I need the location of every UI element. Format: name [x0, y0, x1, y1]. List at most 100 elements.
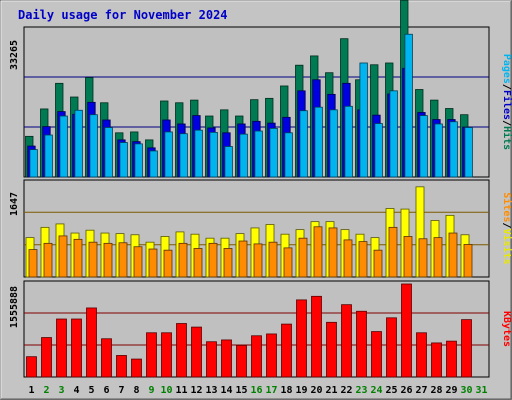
x-tick-label: 1 — [28, 385, 34, 396]
bars-visits-sites — [25, 186, 473, 278]
bar-pages-day-18 — [284, 132, 293, 178]
x-tick-label: 11 — [175, 385, 187, 396]
bar-pages-day-9 — [149, 150, 158, 178]
bar-pages-day-6 — [104, 127, 113, 178]
bar-pages-day-17 — [269, 127, 278, 178]
bar-sites-day-12 — [193, 248, 203, 278]
x-tick-label: 3 — [58, 385, 64, 396]
bar-pages-day-13 — [209, 131, 218, 178]
bar-sites-day-17 — [268, 241, 278, 278]
x-tick-label: 6 — [103, 385, 109, 396]
x-tick-label: 30 — [460, 385, 472, 396]
bar-kbytes-day-4 — [71, 318, 82, 378]
panel-visits-sites: 1647 Sites/Visits — [9, 179, 512, 278]
bar-sites-day-24 — [373, 249, 383, 278]
x-tick-label: 5 — [88, 385, 94, 396]
x-tick-label: 23 — [355, 385, 367, 396]
x-tick-label: 13 — [205, 385, 217, 396]
bar-kbytes-day-29 — [446, 340, 457, 378]
bar-kbytes-day-3 — [56, 318, 67, 378]
bar-pages-day-29 — [449, 121, 458, 178]
x-tick-label: 27 — [415, 385, 427, 396]
bar-pages-day-3 — [59, 115, 68, 178]
bar-kbytes-day-11 — [176, 323, 187, 378]
x-tick-label: 18 — [280, 385, 292, 396]
bar-pages-day-22 — [344, 105, 353, 178]
legend-item-files: Files — [501, 90, 512, 120]
bar-kbytes-day-26 — [401, 283, 412, 378]
bar-sites-day-21 — [328, 227, 338, 278]
bar-kbytes-day-15 — [236, 344, 247, 378]
legend-separator: / — [501, 84, 512, 90]
legend-item-kbytes: KBytes — [501, 311, 512, 347]
legend-item-pages: Pages — [501, 54, 512, 84]
bar-sites-day-18 — [283, 247, 293, 278]
bar-pages-day-30 — [464, 127, 473, 178]
x-tick-label: 16 — [250, 385, 262, 396]
bar-sites-day-5 — [88, 241, 98, 278]
bar-sites-day-26 — [403, 236, 413, 278]
bar-sites-day-4 — [73, 238, 83, 278]
legend-text: Sites/Visits — [501, 192, 512, 264]
bar-sites-day-27 — [418, 238, 428, 278]
legend-item-sites: Sites — [501, 192, 512, 222]
bar-kbytes-day-28 — [431, 342, 442, 378]
panel-hits-files-pages: 33265 Pages/Files/Hits — [9, 0, 512, 178]
bar-pages-day-23 — [359, 62, 368, 178]
y-max-label: 1555888 — [9, 286, 20, 328]
x-tick-label: 12 — [190, 385, 202, 396]
bar-sites-day-7 — [118, 242, 128, 278]
bar-sites-day-20 — [313, 226, 323, 278]
bar-pages-day-21 — [329, 109, 338, 178]
bar-kbytes-day-7 — [116, 355, 127, 378]
x-tick-label: 25 — [385, 385, 397, 396]
x-tick-label: 26 — [400, 385, 412, 396]
bars-hits-files-pages — [25, 0, 473, 178]
bar-sites-day-14 — [223, 248, 233, 278]
bar-kbytes-day-2 — [41, 337, 52, 378]
bar-pages-day-24 — [374, 123, 383, 178]
bar-sites-day-10 — [163, 249, 173, 278]
bar-pages-day-16 — [254, 130, 263, 178]
x-tick-label: 4 — [73, 385, 79, 396]
bar-sites-day-19 — [298, 237, 308, 278]
legend-visits-sites: Sites/Visits — [501, 192, 512, 264]
bar-pages-day-4 — [74, 109, 83, 178]
bar-pages-day-20 — [314, 106, 323, 178]
bar-sites-day-29 — [448, 232, 458, 278]
y-max-label: 33265 — [9, 40, 20, 70]
bar-kbytes-day-19 — [296, 299, 307, 378]
x-tick-label: 17 — [265, 385, 277, 396]
bar-pages-day-1 — [29, 149, 38, 178]
bar-pages-day-14 — [224, 146, 233, 178]
x-tick-label: 14 — [220, 385, 232, 396]
bar-pages-day-15 — [239, 133, 248, 178]
bar-pages-day-26 — [404, 33, 413, 178]
bar-sites-day-22 — [343, 239, 353, 278]
x-tick-label: 29 — [445, 385, 457, 396]
panel-kbytes: 1555888 KBytes — [9, 280, 512, 378]
bar-kbytes-day-5 — [86, 307, 97, 378]
x-tick-label: 2 — [43, 385, 49, 396]
legend-text: KBytes — [501, 311, 512, 347]
bar-sites-day-11 — [178, 242, 188, 278]
x-tick-label: 24 — [370, 385, 382, 396]
x-tick-label: 9 — [148, 385, 154, 396]
bar-pages-day-5 — [89, 114, 98, 178]
x-tick-label: 19 — [295, 385, 307, 396]
bar-kbytes-day-23 — [356, 310, 367, 378]
bar-kbytes-day-1 — [26, 356, 37, 378]
legend-separator: / — [501, 222, 512, 228]
x-tick-label: 20 — [310, 385, 322, 396]
legend-separator: / — [501, 120, 512, 126]
bar-kbytes-day-17 — [266, 333, 277, 378]
bar-sites-day-13 — [208, 242, 218, 278]
legend-hits-files-pages: Pages/Files/Hits — [501, 54, 512, 150]
bar-kbytes-day-8 — [131, 358, 142, 378]
bar-sites-day-16 — [253, 243, 263, 278]
bar-sites-day-30 — [463, 244, 473, 278]
bar-sites-day-23 — [358, 241, 368, 278]
bar-sites-day-1 — [28, 249, 38, 278]
